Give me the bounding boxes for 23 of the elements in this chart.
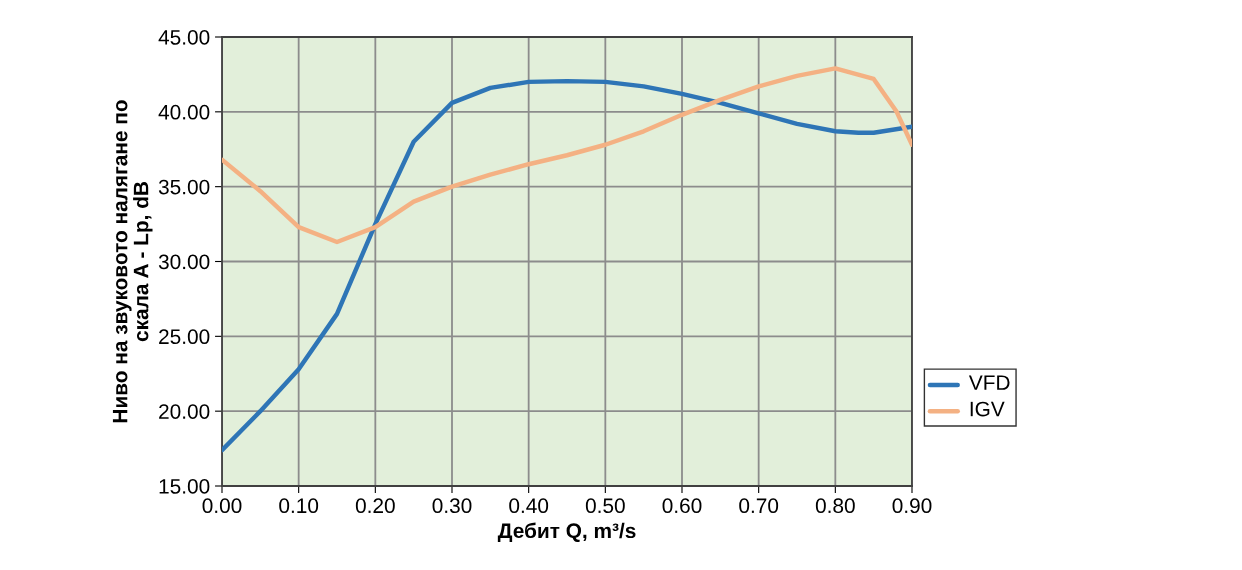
x-tick-label: 0.20 xyxy=(355,498,395,514)
x-tick-label: 0.00 xyxy=(202,498,242,514)
y-tick-label: 15.00 xyxy=(159,479,210,494)
x-tick-label: 0.50 xyxy=(585,498,625,514)
x-tick-label: 0.10 xyxy=(279,498,319,514)
y-tick-label: 25.00 xyxy=(159,329,210,345)
legend-label: IGV xyxy=(970,401,1005,417)
y-tick-label: 35.00 xyxy=(158,179,210,195)
y-tick-label: 40.00 xyxy=(158,104,210,120)
line-series xyxy=(222,78,912,453)
x-axis-title: Дебит Q, m³/s xyxy=(497,522,636,543)
x-tick-label: 0.70 xyxy=(739,498,779,514)
y-tick-label: 20.00 xyxy=(159,404,210,419)
x-tick-label: 0.90 xyxy=(892,498,932,514)
line-series xyxy=(222,66,912,245)
x-tick-label: 0.80 xyxy=(815,498,855,514)
x-tick-label: 0.30 xyxy=(432,498,472,514)
y-tick-label: 30.00 xyxy=(158,254,210,270)
legend-label: VFD xyxy=(968,375,1010,390)
x-tick-label: 0.40 xyxy=(509,498,549,514)
y-tick-label: 45.00 xyxy=(158,30,210,45)
y-axis-title: Ниво на звуковото налягане по скала A - Lp, dB xyxy=(112,100,153,423)
x-tick-label: 0.60 xyxy=(662,498,702,514)
